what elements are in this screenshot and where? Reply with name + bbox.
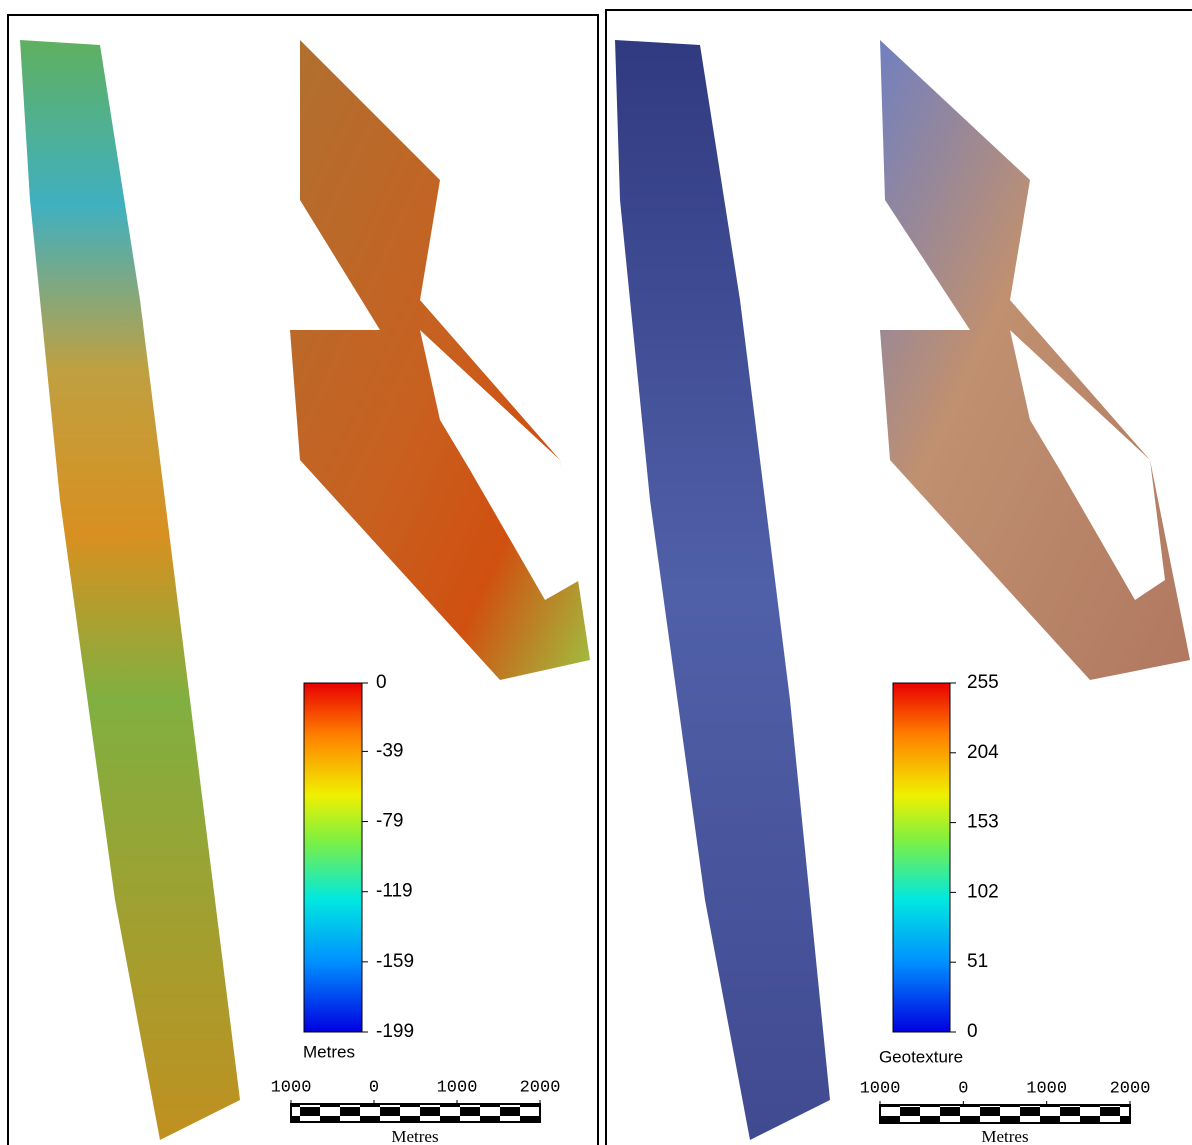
colorbar-tick-label: 0 — [967, 1021, 978, 1042]
scale-tick-label: 1000 — [271, 1078, 312, 1097]
scale-tick-label: 2000 — [1110, 1079, 1151, 1098]
map-strip — [20, 40, 240, 1140]
scale-tick-label: 1000 — [860, 1079, 901, 1098]
colorbar-tick-label: 102 — [967, 881, 999, 902]
scale-tick-label: 0 — [369, 1078, 379, 1097]
figure: 0 -39 -79 -119 -159 -199 Metres 1000 0 1000 2000 Me… — [0, 0, 1192, 1145]
colorbar-tick-label: -199 — [376, 1021, 414, 1042]
scale-bar — [291, 1104, 540, 1122]
colorbar-label: Metres — [303, 1042, 355, 1061]
scale-unit: Metres — [981, 1127, 1028, 1145]
colorbar-tick-label: 153 — [967, 812, 999, 833]
colorbar-tick-label: 255 — [967, 672, 999, 693]
scale-bar — [880, 1105, 1130, 1123]
scale-tick-label: 1000 — [437, 1078, 478, 1097]
scale-tick-label: 1000 — [1026, 1079, 1067, 1098]
colorbar-tick-label: -159 — [376, 951, 414, 972]
scale-unit: Metres — [391, 1127, 438, 1145]
colorbar — [304, 683, 362, 1032]
colorbar-tick-label: -39 — [376, 740, 403, 761]
colorbar-tick-label: 0 — [376, 672, 387, 693]
scale-tick-label: 2000 — [520, 1078, 561, 1097]
colorbar — [893, 683, 950, 1032]
colorbar-tick-label: 204 — [967, 742, 999, 763]
colorbar-tick-label: -119 — [376, 881, 413, 902]
colorbar-label: Geotexture — [879, 1047, 963, 1066]
scale-tick-label: 0 — [958, 1079, 968, 1098]
colorbar-tick-label: 51 — [967, 951, 988, 972]
map-strip — [615, 40, 830, 1140]
colorbar-tick-label: -79 — [376, 811, 403, 832]
